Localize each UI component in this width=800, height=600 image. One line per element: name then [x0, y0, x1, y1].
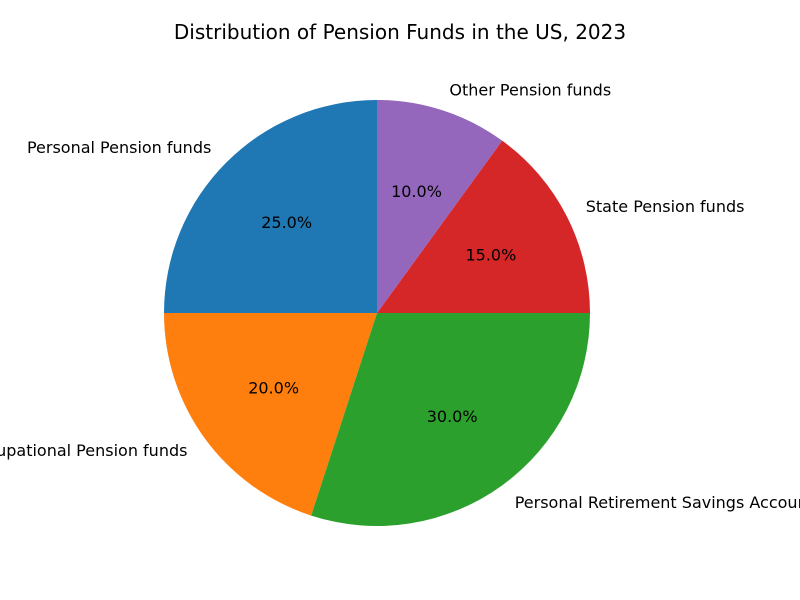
pie-slice-personal-pension-funds [164, 100, 377, 313]
pie-labels: Personal Pension funds 25.0% Occupational … [0, 81, 800, 512]
pct-label-personal-retirement-savings-accounts: 30.0% [427, 407, 478, 426]
slice-label-occupational-pension-funds: Occupational Pension funds [0, 441, 187, 460]
pct-label-state-pension-funds: 15.0% [465, 245, 516, 264]
slice-label-personal-pension-funds: Personal Pension funds [27, 138, 211, 157]
pie-slice-other-pension-funds [377, 100, 503, 313]
pct-label-personal-pension-funds: 25.0% [261, 213, 312, 232]
slice-label-other-pension-funds: Other Pension funds [449, 81, 611, 100]
pct-label-other-pension-funds: 10.0% [391, 182, 442, 201]
pie-slice-occupational-pension-funds [164, 313, 377, 516]
pie-slice-personal-retirement-savings-accounts [311, 313, 591, 527]
slice-label-personal-retirement-savings-accounts: Personal Retirement Savings Accounts [515, 493, 800, 512]
slice-label-state-pension-funds: State Pension funds [586, 197, 745, 216]
pie-slices [164, 100, 591, 527]
pct-label-occupational-pension-funds: 20.0% [248, 379, 299, 398]
chart-title: Distribution of Pension Funds in the US,… [174, 20, 626, 44]
pie-slice-state-pension-funds [377, 140, 590, 313]
